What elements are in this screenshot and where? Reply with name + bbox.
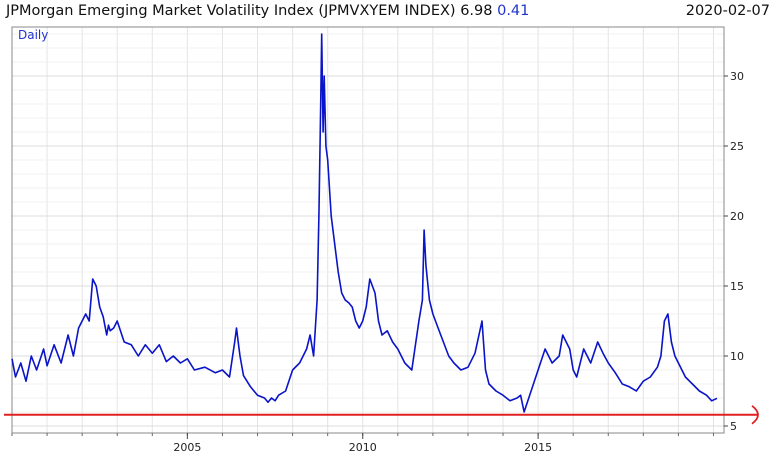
y-tick-label: 20 [730,210,744,223]
y-tick-label: 25 [730,140,744,153]
y-tick-label: 10 [730,350,744,363]
last-value: 6.98 [460,3,493,19]
reference-arrow-icon [751,405,759,425]
series-line [11,33,718,413]
y-tick-label: 30 [730,70,744,83]
change-value: 0.41 [497,3,530,19]
y-tick-label: 5 [730,420,737,433]
x-axis-ticks: 2005 2010 2015 [11,433,714,454]
grid-lines [11,27,724,433]
chart-title: JPMorgan Emerging Market Volatility Inde… [6,3,456,19]
chart-date: 2020-02-07 [685,3,770,19]
y-axis-ticks: 5 10 15 20 25 30 [724,70,744,433]
x-tick-label: 2005 [173,441,201,454]
x-tick-label: 2010 [349,441,377,454]
x-tick-label: 2015 [524,441,552,454]
period-label: Daily [18,28,48,42]
y-tick-label: 15 [730,280,744,293]
plot-frame [11,26,725,434]
chart-header: JPMorgan Emerging Market Volatility Inde… [6,3,770,25]
